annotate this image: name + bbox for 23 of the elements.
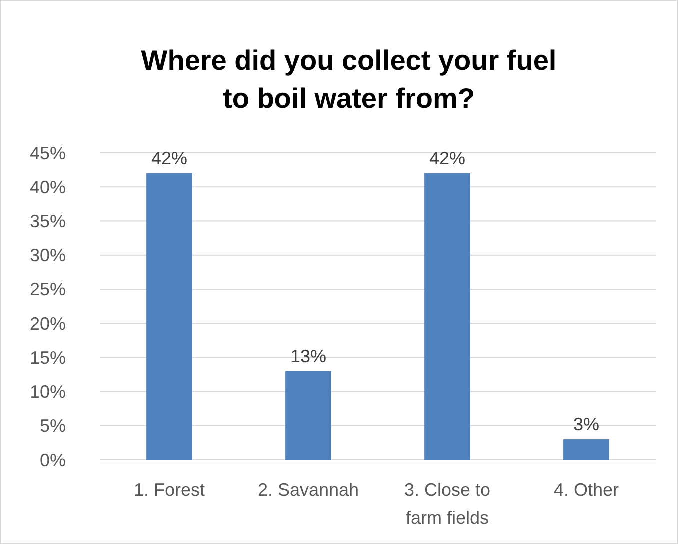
bar [146,173,192,460]
x-tick-label: 4. Other [554,480,620,500]
data-label: 13% [290,346,327,366]
y-tick-label: 40% [30,177,66,198]
y-tick-label: 0% [40,450,66,470]
y-tick-label: 30% [30,246,66,266]
bar [286,371,332,460]
x-tick-label: 2. Savannah [258,480,360,500]
data-label: 42% [151,148,188,168]
y-tick-label: 25% [30,280,66,300]
data-label: 42% [429,148,466,168]
y-tick-label: 20% [30,314,66,334]
y-tick-label: 5% [40,416,66,436]
data-label: 3% [573,414,600,435]
y-tick-label: 15% [30,348,66,368]
chart-title: Where did you collect your fuel to boil water from? [141,45,557,114]
bar [424,173,470,460]
y-tick-label: 45% [30,143,66,164]
y-tick-label: 10% [30,382,66,402]
x-tick-label: 3. Close to farm fields [404,480,491,528]
y-tick-label: 35% [30,212,66,232]
x-tick-label: 1. Forest [134,480,206,500]
bar [564,440,610,460]
